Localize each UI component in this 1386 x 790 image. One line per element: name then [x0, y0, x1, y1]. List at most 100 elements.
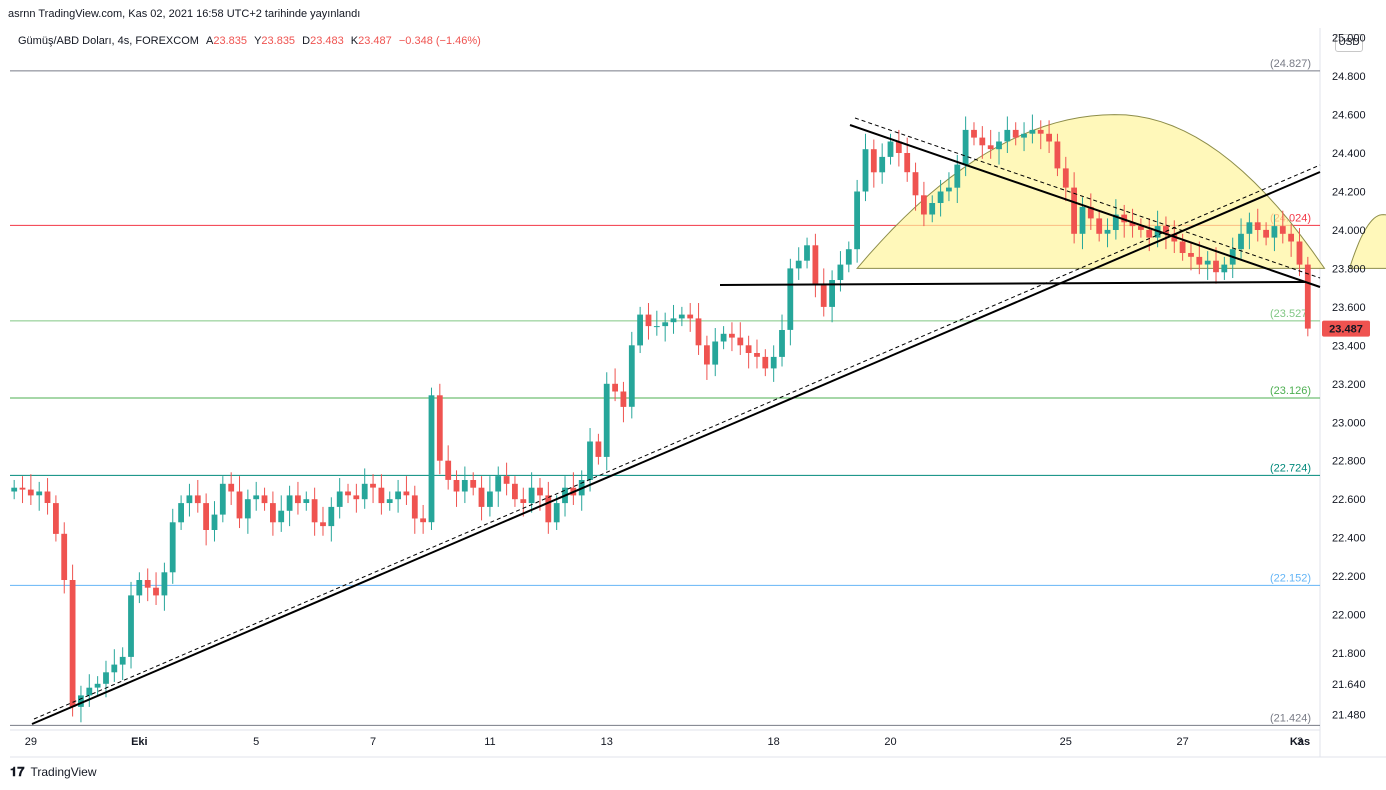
y-tick-label-14: 24.200 — [1332, 186, 1366, 198]
candle — [1004, 116, 1011, 154]
candle-body — [1279, 226, 1286, 234]
candle — [53, 495, 59, 542]
y-tick-label-1: 21.640 — [1332, 679, 1366, 691]
candle-body — [261, 495, 268, 504]
x-tick-label-3: 7 — [370, 736, 376, 748]
candle-body — [1146, 229, 1153, 238]
candle-body — [311, 499, 318, 523]
candle-body — [320, 522, 326, 527]
candle-body — [1062, 168, 1069, 188]
y-tick-label-3: 22.000 — [1332, 610, 1366, 622]
candle — [345, 483, 351, 504]
candle-body — [971, 129, 977, 138]
y-tick-label-15: 24.400 — [1332, 148, 1366, 160]
candle-body — [712, 341, 719, 365]
candle — [128, 581, 134, 669]
candle-body — [1129, 222, 1136, 227]
y-tick-label-6: 22.600 — [1332, 494, 1366, 506]
candle-body — [528, 487, 535, 504]
candle-body — [904, 153, 911, 173]
candle — [119, 647, 126, 680]
candle — [1213, 247, 1219, 284]
candle — [1046, 120, 1052, 154]
symbol-name: Gümüş/ABD Doları, 4s, FOREXCOM — [18, 35, 199, 47]
candle-body — [445, 460, 452, 480]
candle — [261, 487, 268, 511]
candle-body — [361, 483, 368, 500]
candle-body — [36, 491, 43, 496]
candle — [386, 491, 393, 511]
candle-body — [979, 137, 986, 146]
candle — [587, 428, 593, 492]
y-tick-label-10: 23.400 — [1332, 340, 1366, 352]
candle-body — [244, 499, 251, 519]
candle — [545, 481, 552, 534]
candle — [946, 172, 952, 202]
candle-body — [27, 489, 34, 496]
candle-body — [153, 587, 159, 596]
level-label-4: (22.724) — [1270, 462, 1311, 474]
candle-body — [1296, 241, 1303, 265]
candle-body — [620, 391, 627, 407]
y-tick-label-11: 23.600 — [1332, 302, 1366, 314]
candle-body — [1029, 129, 1036, 134]
rounding-top-pattern — [856, 114, 1326, 269]
candle — [912, 162, 919, 211]
candle — [370, 474, 376, 504]
candle — [1087, 193, 1094, 230]
candle-body — [44, 491, 51, 503]
candle-body — [1121, 214, 1128, 223]
x-tick-label-6: 18 — [768, 736, 780, 748]
candle — [1029, 114, 1036, 144]
candle-body — [203, 503, 209, 530]
candle — [428, 387, 435, 530]
candle-body — [1221, 264, 1228, 273]
candle — [628, 331, 635, 419]
candle — [219, 476, 226, 523]
descending-trendline — [849, 124, 1321, 288]
candle-body — [403, 491, 410, 496]
candle — [996, 131, 1002, 165]
candle-body — [136, 580, 143, 596]
candle-body — [887, 141, 894, 157]
candle-body — [628, 345, 635, 407]
candle — [837, 251, 844, 292]
candle — [704, 335, 710, 380]
candle-body — [1054, 141, 1061, 169]
candle-body — [478, 487, 485, 507]
candle-body — [353, 495, 360, 500]
candle — [812, 233, 819, 298]
candle-body — [553, 503, 560, 523]
low-value: 23.483 — [310, 35, 344, 47]
candle-body — [779, 330, 785, 357]
candle — [1296, 228, 1303, 277]
candle-body — [61, 533, 68, 580]
y-tick-label-13: 24.000 — [1332, 225, 1366, 237]
candle-body — [1246, 222, 1253, 234]
candle-body — [278, 510, 285, 523]
level-label-0: (24.827) — [1270, 58, 1311, 70]
candle-body — [1254, 222, 1261, 230]
currency-button[interactable]: USD — [1335, 34, 1363, 52]
candle — [745, 335, 752, 369]
candle — [286, 485, 293, 527]
candle — [1196, 241, 1203, 275]
candle — [203, 493, 209, 546]
candle — [779, 314, 785, 367]
candle-body — [946, 187, 952, 192]
candle-body — [236, 491, 243, 519]
candle — [979, 126, 986, 159]
candle — [729, 322, 735, 352]
y-tick-label-0: 21.480 — [1332, 710, 1366, 722]
candle — [1279, 210, 1286, 244]
candle-body — [286, 495, 293, 511]
candle — [929, 195, 936, 223]
candle-body — [1263, 229, 1269, 238]
candle-body — [854, 191, 860, 250]
candle-body — [69, 580, 76, 707]
candle — [921, 181, 927, 227]
candle — [94, 676, 101, 696]
candle-body — [804, 245, 810, 261]
candle — [1012, 122, 1019, 146]
